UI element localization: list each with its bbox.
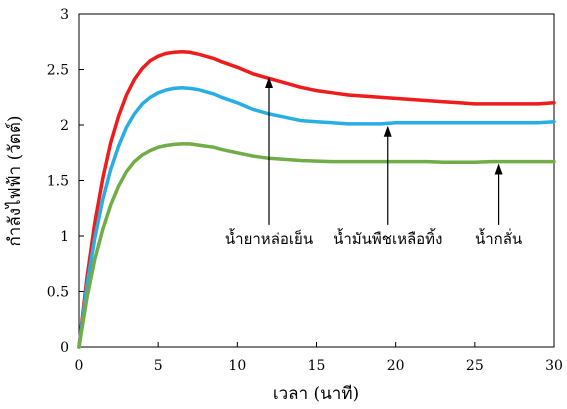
annotation-label: น้ำมันพืชเหลือทิ้ง (333, 228, 442, 248)
x-tick-label: 25 (466, 358, 484, 374)
annotation-arrowhead (383, 125, 392, 137)
series-line (77, 49, 556, 349)
x-tick-label: 15 (308, 358, 326, 374)
x-axis-title: เวลา (นาที) (273, 384, 359, 404)
y-tick-label: 0.5 (47, 285, 69, 301)
x-tick-label: 5 (154, 358, 163, 374)
x-tick-label: 0 (75, 358, 84, 374)
x-tick-label: 30 (545, 358, 563, 374)
annotation-layer: น้ำยาหล่อเย็น น้ำมันพืชเหลือทิ้ง น้ำกลั่น (225, 76, 522, 248)
y-tick-label: 3 (60, 7, 69, 23)
y-tick-label: 0 (60, 340, 69, 356)
series-layer (77, 49, 556, 349)
y-tick-label: 2.5 (47, 63, 69, 79)
y-tick-label: 2 (60, 118, 69, 134)
y-axis-title: กำลังไฟฟ้า (วัตต์) (4, 115, 25, 246)
x-axis-ticks: 0 5 10 15 20 25 30 (75, 342, 563, 374)
annotation-arrowhead (494, 163, 503, 175)
y-tick-label: 1.5 (47, 174, 69, 190)
series-line (77, 142, 556, 349)
x-tick-label: 20 (387, 358, 405, 374)
plot-area (78, 13, 555, 348)
annotation-label: น้ำกลั่น (475, 228, 522, 248)
annotation-label: น้ำยาหล่อเย็น (225, 228, 313, 248)
x-tick-label: 10 (228, 358, 246, 374)
annotation-arrowhead (265, 76, 273, 88)
series-line (77, 86, 556, 349)
y-tick-label: 1 (60, 229, 69, 245)
y-axis-ticks: 0 0.5 1 1.5 2 2.5 3 (47, 7, 84, 356)
